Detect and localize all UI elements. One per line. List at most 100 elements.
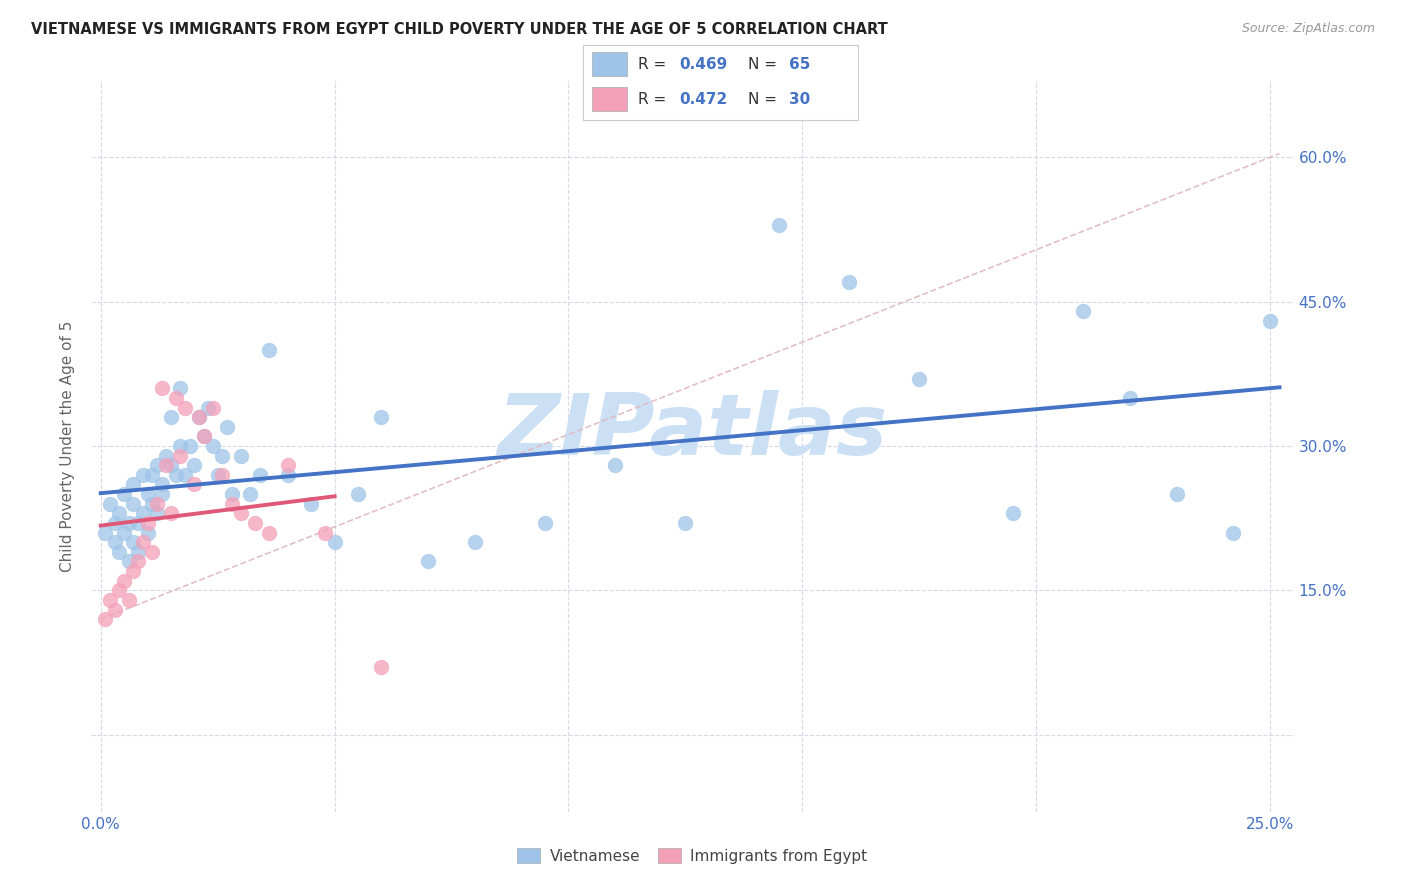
Point bbox=[112, 487, 135, 501]
Point bbox=[160, 458, 183, 473]
Point bbox=[104, 602, 127, 616]
Point bbox=[277, 467, 299, 482]
Point bbox=[277, 458, 299, 473]
Point bbox=[104, 535, 127, 549]
Point bbox=[201, 439, 224, 453]
Point bbox=[193, 429, 215, 443]
Point bbox=[98, 593, 121, 607]
Point bbox=[169, 449, 191, 463]
Point bbox=[94, 525, 117, 540]
Point bbox=[169, 439, 191, 453]
Point bbox=[112, 574, 135, 588]
Point bbox=[221, 497, 243, 511]
Text: 0.469: 0.469 bbox=[679, 57, 728, 72]
Point bbox=[534, 516, 557, 530]
Point bbox=[155, 458, 177, 473]
Point bbox=[132, 535, 155, 549]
Point bbox=[188, 410, 211, 425]
Point bbox=[141, 467, 163, 482]
Point bbox=[132, 507, 155, 521]
Point bbox=[299, 497, 322, 511]
Point bbox=[146, 497, 169, 511]
Point bbox=[908, 371, 931, 385]
Point bbox=[150, 487, 173, 501]
FancyBboxPatch shape bbox=[592, 87, 627, 112]
Point bbox=[136, 516, 159, 530]
Point bbox=[108, 583, 131, 598]
Point bbox=[229, 449, 252, 463]
Text: VIETNAMESE VS IMMIGRANTS FROM EGYPT CHILD POVERTY UNDER THE AGE OF 5 CORRELATION: VIETNAMESE VS IMMIGRANTS FROM EGYPT CHIL… bbox=[31, 22, 887, 37]
Point bbox=[201, 401, 224, 415]
Point bbox=[1001, 507, 1024, 521]
FancyBboxPatch shape bbox=[592, 52, 627, 77]
Point bbox=[1258, 314, 1281, 328]
Point bbox=[838, 276, 860, 290]
Point bbox=[221, 487, 243, 501]
Point bbox=[605, 458, 627, 473]
Point bbox=[174, 401, 197, 415]
Point bbox=[1166, 487, 1188, 501]
Point bbox=[160, 507, 183, 521]
Text: 30: 30 bbox=[789, 92, 810, 107]
Point bbox=[150, 381, 173, 395]
Point bbox=[188, 410, 211, 425]
Point bbox=[160, 410, 183, 425]
Y-axis label: Child Poverty Under the Age of 5: Child Poverty Under the Age of 5 bbox=[60, 320, 76, 572]
Point bbox=[122, 497, 145, 511]
Point bbox=[136, 487, 159, 501]
Point bbox=[108, 507, 131, 521]
Point bbox=[183, 458, 205, 473]
Point bbox=[1071, 304, 1094, 318]
Point bbox=[98, 497, 121, 511]
Point bbox=[257, 343, 280, 357]
Point bbox=[207, 467, 229, 482]
Point bbox=[165, 467, 187, 482]
Point bbox=[1119, 391, 1142, 405]
Point bbox=[150, 477, 173, 491]
Text: N =: N = bbox=[748, 92, 782, 107]
Point bbox=[104, 516, 127, 530]
Point bbox=[174, 467, 197, 482]
Point bbox=[179, 439, 201, 453]
Point bbox=[464, 535, 486, 549]
Point bbox=[118, 554, 141, 568]
Point bbox=[257, 525, 280, 540]
Point bbox=[141, 545, 163, 559]
Text: 0.472: 0.472 bbox=[679, 92, 728, 107]
Point bbox=[94, 612, 117, 626]
Point bbox=[136, 525, 159, 540]
Point bbox=[323, 535, 346, 549]
Text: Source: ZipAtlas.com: Source: ZipAtlas.com bbox=[1241, 22, 1375, 36]
Point bbox=[118, 516, 141, 530]
Text: R =: R = bbox=[638, 57, 672, 72]
Point bbox=[155, 449, 177, 463]
Point bbox=[193, 429, 215, 443]
Text: ZIPatlas: ZIPatlas bbox=[498, 390, 887, 473]
Point bbox=[347, 487, 370, 501]
Text: R =: R = bbox=[638, 92, 672, 107]
Point bbox=[141, 497, 163, 511]
Point bbox=[169, 381, 191, 395]
Point bbox=[122, 564, 145, 578]
Point bbox=[127, 545, 149, 559]
Point bbox=[314, 525, 336, 540]
Text: N =: N = bbox=[748, 57, 782, 72]
Point bbox=[370, 410, 392, 425]
Point bbox=[118, 593, 141, 607]
Legend: Vietnamese, Immigrants from Egypt: Vietnamese, Immigrants from Egypt bbox=[512, 842, 873, 870]
Point bbox=[108, 545, 131, 559]
Point bbox=[1222, 525, 1244, 540]
Point bbox=[418, 554, 440, 568]
Point bbox=[183, 477, 205, 491]
Point bbox=[146, 458, 169, 473]
Point bbox=[122, 477, 145, 491]
Point bbox=[370, 660, 392, 674]
Point bbox=[112, 525, 135, 540]
Point bbox=[239, 487, 262, 501]
Point bbox=[215, 419, 238, 434]
Point bbox=[132, 467, 155, 482]
Point bbox=[122, 535, 145, 549]
Point bbox=[768, 218, 790, 232]
Point bbox=[165, 391, 187, 405]
Point bbox=[249, 467, 271, 482]
